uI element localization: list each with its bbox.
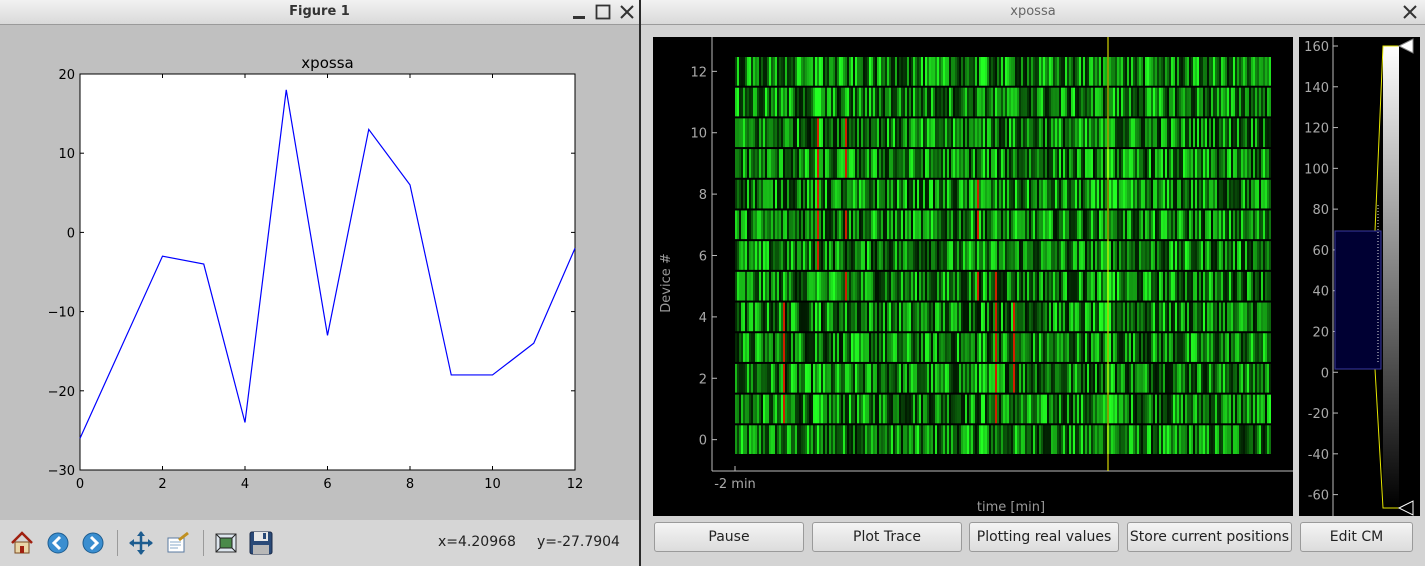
upper-limit-handle[interactable]	[1397, 38, 1414, 54]
back-icon[interactable]	[45, 530, 71, 556]
y-tick-label: 20	[58, 68, 75, 83]
y-tick-label: 8	[699, 188, 707, 203]
y-tick-label: 0	[699, 434, 707, 449]
forward-icon[interactable]	[80, 530, 106, 556]
y-tick-label: −30	[48, 464, 75, 479]
pan-icon[interactable]	[128, 530, 154, 556]
colorbar-tick-label: 140	[1304, 81, 1329, 96]
store-current-positions-button[interactable]: Store current positions	[1127, 522, 1292, 552]
series-line	[79, 89, 576, 439]
y-tick-label: 4	[699, 311, 707, 326]
value-histogram	[1334, 230, 1382, 370]
colorbar-tick-label: 0	[1321, 366, 1329, 381]
y-tick-label: −10	[48, 306, 75, 321]
colorbar-tick-label: 100	[1304, 162, 1329, 177]
figure-window: Figure 1 xpossa 20 10 0 −10 −20 −30 0 2 4 6 8 10 12	[0, 0, 641, 566]
y-tick-label: 10	[58, 147, 75, 162]
plot-area	[79, 73, 576, 471]
xpossa-window: xpossa 0 2 4 6 8 10 12 -2 min Device # time [mi…	[641, 0, 1425, 566]
x-tick-label: 4	[241, 477, 249, 492]
xpossa-titlebar: xpossa	[641, 0, 1425, 25]
configure-subplots-icon[interactable]	[165, 530, 191, 556]
x-tick-label: 8	[406, 477, 414, 492]
home-icon[interactable]	[9, 530, 35, 556]
colorbar-gradient	[1383, 46, 1399, 508]
x-tick-label: 6	[323, 477, 331, 492]
colorbar-tick-label: -20	[1308, 407, 1329, 422]
figure-titlebar: Figure 1	[0, 0, 639, 25]
y-axis-label: Device #	[659, 253, 674, 312]
colorbar[interactable]: 160 140 120 100 80 60 40 20 0 -20 -40 -60	[1299, 37, 1420, 516]
heatmap-chart[interactable]: 0 2 4 6 8 10 12 -2 min Device # time [min]	[653, 37, 1293, 516]
colorbar-tick-label: 40	[1312, 285, 1329, 300]
y-tick-label: 12	[690, 65, 707, 80]
zoom-rect-icon[interactable]	[213, 530, 239, 556]
y-tick-label: 2	[699, 372, 707, 387]
colorbar-tick-label: 20	[1312, 325, 1329, 340]
x-tick-label: -2 min	[714, 477, 756, 492]
minimize-icon[interactable]	[570, 3, 588, 21]
y-tick-label: −20	[48, 385, 75, 400]
y-tick-label: 6	[699, 250, 707, 265]
toolbar-separator	[203, 530, 204, 556]
x-tick-label: 10	[484, 477, 501, 492]
toolbar-separator	[117, 530, 118, 556]
y-tick-label: 10	[690, 127, 707, 142]
pause-button[interactable]: Pause	[654, 522, 804, 552]
chart-title: xpossa	[301, 54, 353, 72]
lower-limit-handle[interactable]	[1397, 500, 1414, 516]
colorbar-tick-label: -40	[1308, 448, 1329, 463]
plotting-real-values-button[interactable]: Plotting real values	[969, 522, 1119, 552]
colorbar-tick-label: 120	[1304, 122, 1329, 137]
cursor-x-readout: x=4.20968	[438, 534, 516, 550]
heatmap-cells	[735, 57, 1271, 454]
save-icon[interactable]	[248, 530, 274, 556]
line-chart[interactable]: xpossa 20 10 0 −10 −20 −30 0 2 4 6 8 10 12	[0, 25, 639, 520]
x-axis-label: time [min]	[977, 500, 1045, 515]
xpossa-window-title: xpossa	[1010, 4, 1056, 19]
x-tick-label: 2	[158, 477, 166, 492]
close-icon[interactable]	[1401, 3, 1419, 21]
edit-cm-button[interactable]: Edit CM	[1300, 522, 1413, 552]
colorbar-tick-label: 60	[1312, 244, 1329, 259]
x-tick-label: 12	[567, 477, 584, 492]
maximize-icon[interactable]	[594, 3, 612, 21]
y-tick-label: 0	[67, 226, 75, 241]
plot-trace-button[interactable]: Plot Trace	[812, 522, 962, 552]
colorbar-tick-label: 160	[1304, 40, 1329, 55]
close-icon[interactable]	[618, 3, 636, 21]
colorbar-tick-label: 80	[1312, 203, 1329, 218]
x-tick-label: 0	[76, 477, 84, 492]
figure-window-title: Figure 1	[289, 4, 350, 19]
cursor-y-readout: y=-27.7904	[537, 534, 620, 550]
figure-toolbar: x=4.20968 y=-27.7904	[0, 520, 639, 566]
colorbar-tick-label: -60	[1308, 489, 1329, 504]
